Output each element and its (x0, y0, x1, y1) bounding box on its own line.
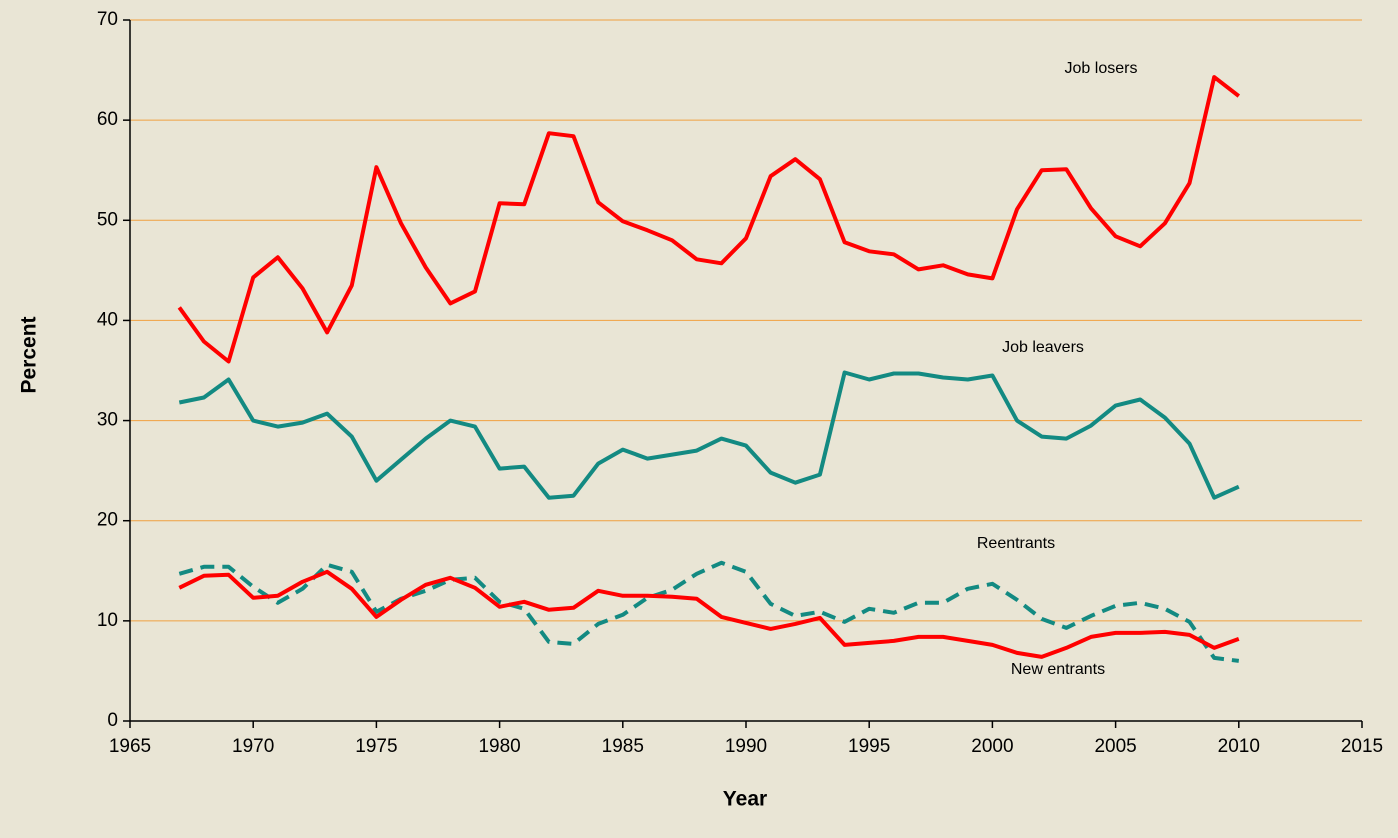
y-tick-label: 0 (107, 710, 118, 731)
x-tick-label: 1970 (232, 736, 274, 757)
series-label: Reentrants (977, 535, 1055, 552)
x-axis-title: Year (723, 788, 767, 811)
series-line (178, 370, 1240, 500)
series-label: New entrants (1011, 661, 1105, 678)
x-tick-label: 2015 (1341, 736, 1383, 757)
x-tick-label: 2005 (1094, 736, 1136, 757)
series-label: Job losers (1065, 60, 1138, 77)
y-tick-label: 30 (97, 410, 118, 431)
x-tick-label: 1990 (725, 736, 767, 757)
x-tick-label: 2010 (1218, 736, 1260, 757)
series-label: Job leavers (1002, 339, 1084, 356)
x-tick-label: 1980 (478, 736, 520, 757)
y-tick-label: 60 (97, 109, 118, 130)
x-tick-label: 1975 (355, 736, 397, 757)
series-line (178, 569, 1240, 659)
series-line (177, 75, 1241, 364)
x-tick-label: 1985 (602, 736, 644, 757)
y-tick-label: 10 (97, 610, 118, 631)
x-tick-label: 1965 (109, 736, 151, 757)
x-tick-label: 1995 (848, 736, 890, 757)
y-tick-label: 50 (97, 209, 118, 230)
series-line (178, 560, 1240, 663)
y-tick-label: 40 (97, 309, 118, 330)
y-axis-title: Percent (18, 316, 41, 393)
x-tick-label: 2000 (971, 736, 1013, 757)
y-tick-label: 20 (97, 510, 118, 531)
y-tick-label: 70 (97, 9, 118, 30)
